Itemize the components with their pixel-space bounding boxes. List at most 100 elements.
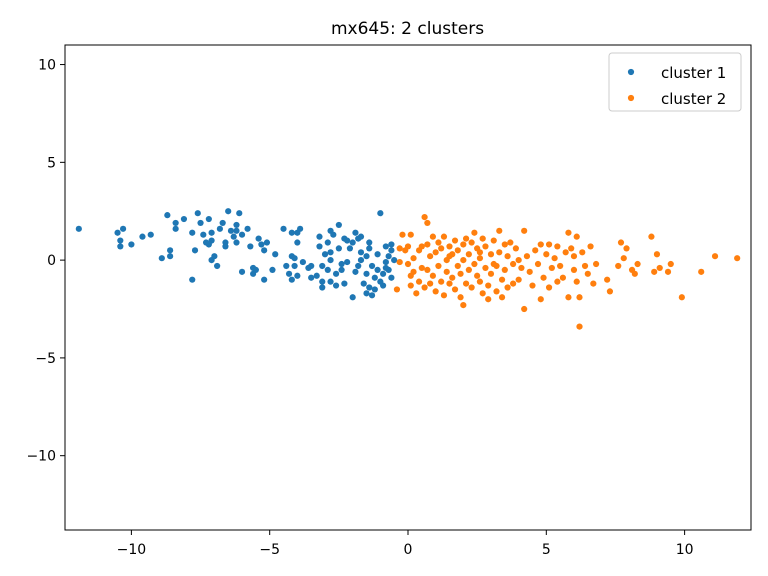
data-point [501, 241, 508, 248]
data-point [396, 245, 403, 252]
data-point [222, 243, 229, 250]
data-point [537, 241, 544, 248]
data-point [261, 276, 268, 283]
data-point [363, 253, 370, 260]
data-point [581, 262, 589, 270]
data-point [410, 268, 417, 275]
data-point [570, 266, 578, 273]
data-point [335, 221, 342, 229]
data-point [189, 276, 196, 283]
data-point [711, 253, 719, 260]
data-point [490, 260, 497, 268]
data-point [440, 233, 448, 240]
data-point [664, 268, 672, 275]
data-point [415, 278, 423, 285]
data-point [319, 278, 326, 285]
data-point [424, 219, 431, 227]
data-point [451, 237, 459, 244]
data-point [554, 278, 561, 285]
data-point [321, 251, 329, 258]
data-point [421, 214, 428, 221]
data-point [319, 284, 326, 291]
data-point [393, 286, 401, 293]
data-point [324, 239, 331, 246]
data-point [418, 264, 425, 272]
data-point [496, 227, 503, 234]
data-point [462, 280, 470, 287]
data-point [648, 233, 655, 240]
x-tick-label: 10 [676, 542, 694, 558]
data-point [471, 229, 478, 236]
data-point [164, 212, 171, 219]
data-point [327, 249, 334, 256]
data-point [460, 241, 467, 248]
y-tick-label: −5 [35, 351, 56, 367]
data-point [515, 276, 522, 283]
data-point [308, 274, 315, 281]
data-point [324, 266, 331, 273]
data-point [357, 249, 365, 256]
data-point [573, 278, 580, 285]
data-point [485, 282, 492, 289]
data-point [468, 284, 475, 291]
data-point [559, 274, 567, 281]
data-point [698, 268, 705, 275]
data-point [313, 272, 320, 279]
data-point [565, 229, 572, 236]
data-point [510, 280, 517, 287]
data-point [438, 278, 445, 285]
data-point [545, 241, 553, 248]
x-tick-label: 5 [542, 542, 551, 558]
data-point [269, 266, 276, 273]
data-point [446, 243, 453, 250]
data-point [382, 243, 389, 250]
data-point [363, 290, 370, 297]
plot-frame [64, 44, 752, 531]
data-point [545, 284, 553, 291]
data-point [623, 245, 630, 252]
data-point [385, 253, 392, 260]
data-point [490, 237, 497, 244]
data-point [512, 245, 519, 252]
data-point [526, 268, 533, 275]
data-point [205, 241, 212, 248]
data-point [534, 260, 542, 268]
data-point [631, 270, 638, 277]
data-point [338, 260, 345, 268]
data-point [280, 225, 287, 232]
legend-marker [627, 68, 635, 76]
data-point [656, 264, 663, 272]
data-point [515, 257, 522, 264]
data-point [501, 266, 508, 273]
data-point [316, 243, 323, 250]
data-point [482, 264, 489, 272]
data-point [233, 221, 240, 229]
data-point [449, 274, 456, 281]
data-point [476, 249, 484, 256]
data-point [319, 262, 326, 270]
legend-marker [627, 94, 635, 102]
data-point [316, 233, 323, 240]
data-point [382, 264, 389, 272]
data-point [427, 253, 434, 260]
data-point [471, 260, 478, 268]
data-point [734, 255, 741, 262]
data-point [172, 225, 179, 232]
data-point [233, 239, 240, 246]
data-point [391, 257, 398, 264]
data-point [479, 235, 486, 242]
chart-title: mx645: 2 clusters [331, 19, 484, 39]
data-point [576, 294, 583, 301]
data-point [496, 249, 503, 256]
data-point [521, 305, 528, 313]
data-point [446, 253, 453, 260]
points-layer [75, 208, 741, 330]
data-point [507, 239, 514, 246]
data-point [200, 231, 207, 238]
data-point [327, 257, 334, 264]
data-point [407, 231, 414, 238]
data-point [327, 278, 334, 285]
data-point [457, 270, 464, 277]
data-point [432, 249, 439, 256]
data-point [435, 262, 442, 270]
